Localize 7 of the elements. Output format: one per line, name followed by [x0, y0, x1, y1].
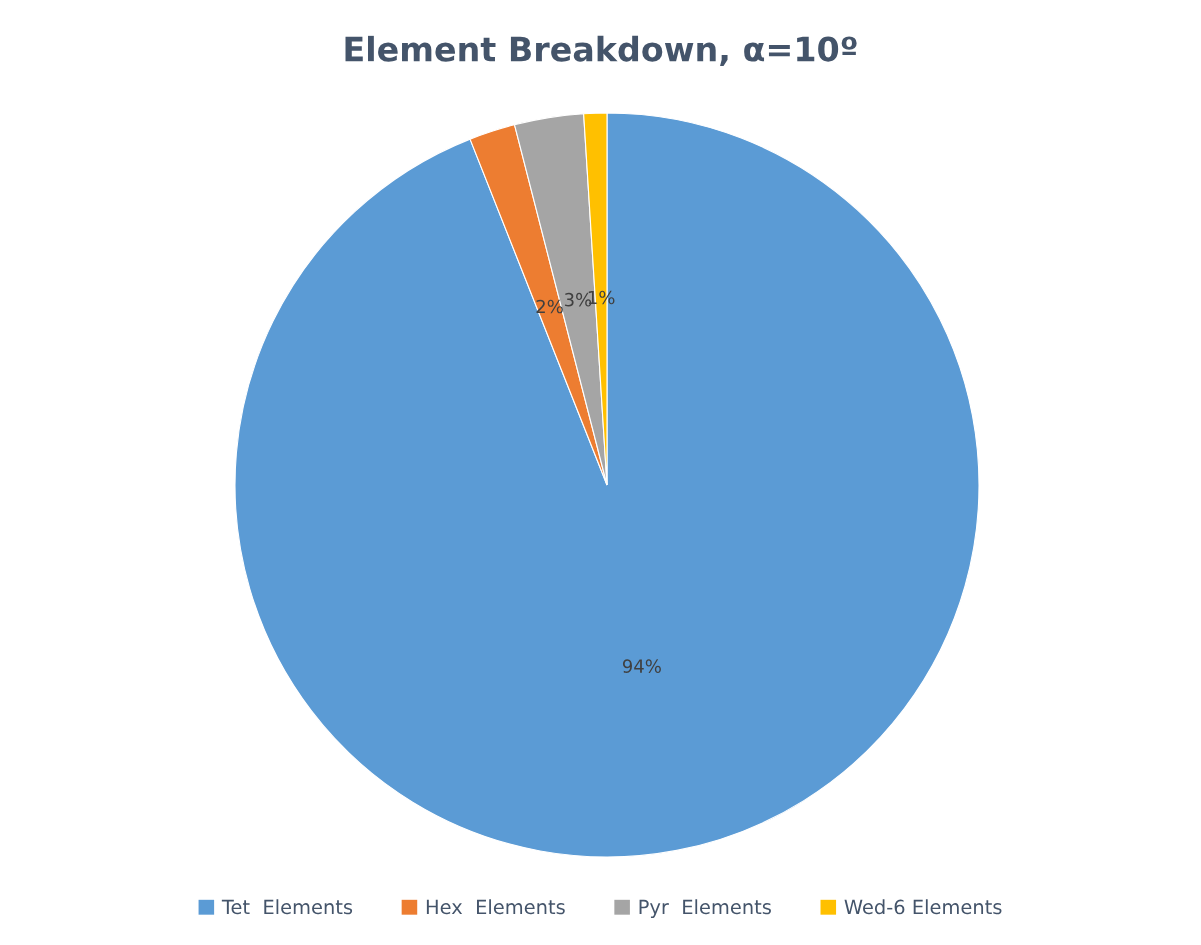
legend-label: Hex Elements: [426, 899, 565, 915]
chart-title: Element Breakdown, α=10º: [345, 35, 857, 66]
legend-label: Pyr Elements: [639, 899, 771, 919]
legend-label: Wed-6 Elements: [844, 899, 1002, 915]
data-label: 94%: [622, 659, 661, 673]
legend-label: Tet Elements: [221, 899, 353, 915]
pie-slice: [234, 112, 980, 858]
